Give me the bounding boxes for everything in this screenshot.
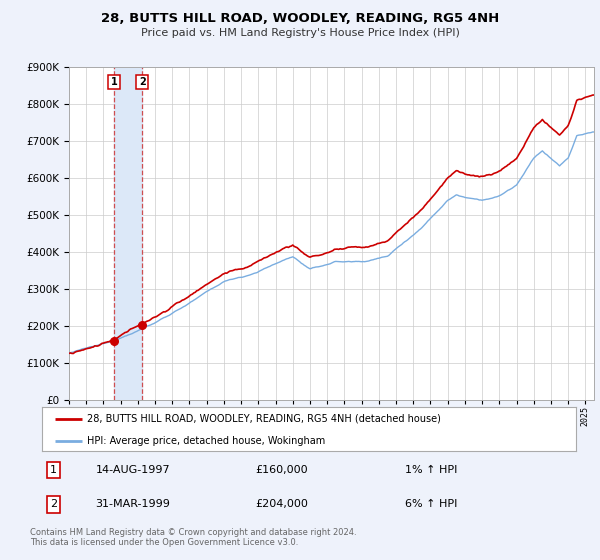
28, BUTTS HILL ROAD, WOODLEY, READING, RG5 4NH (detached house) [143, 318, 150, 325]
Text: 2: 2 [139, 77, 146, 87]
Text: 1: 1 [111, 77, 118, 87]
Text: 14-AUG-1997: 14-AUG-1997 [95, 465, 170, 475]
28, BUTTS HILL ROAD, WOODLEY, READING, RG5 4NH (detached house) [590, 92, 598, 99]
HPI: Average price, detached house, Wokingham: (2.03e+03, 7.25e+05): Average price, detached house, Wokingham… [592, 129, 599, 136]
28, BUTTS HILL ROAD, WOODLEY, READING, RG5 4NH (detached house) [494, 169, 502, 175]
28, BUTTS HILL ROAD, WOODLEY, READING, RG5 4NH (detached house) [106, 338, 113, 345]
HPI: Average price, detached house, Wokingham: (2.02e+03, 4.63e+05): Average price, detached house, Wokingham… [417, 226, 424, 232]
Text: 6% ↑ HPI: 6% ↑ HPI [405, 500, 457, 510]
Text: Price paid vs. HM Land Registry's House Price Index (HPI): Price paid vs. HM Land Registry's House … [140, 28, 460, 38]
28, BUTTS HILL ROAD, WOODLEY, READING, RG5 4NH (detached house) [95, 342, 103, 349]
28, BUTTS HILL ROAD, WOODLEY, READING, RG5 4NH (detached house) [70, 350, 77, 357]
Text: This data is licensed under the Open Government Licence v3.0.: This data is licensed under the Open Gov… [30, 538, 298, 547]
28, BUTTS HILL ROAD, WOODLEY, READING, RG5 4NH (detached house) [215, 274, 222, 281]
HPI: Average price, detached house, Wokingham: (2.03e+03, 7.25e+05): Average price, detached house, Wokingham… [590, 129, 598, 136]
Text: 1% ↑ HPI: 1% ↑ HPI [405, 465, 457, 475]
HPI: Average price, detached house, Wokingham: (2e+03, 1.49e+05): Average price, detached house, Wokingham… [94, 342, 101, 349]
Text: 1: 1 [50, 465, 57, 475]
28, BUTTS HILL ROAD, WOODLEY, READING, RG5 4NH (detached house) [592, 92, 599, 99]
28, BUTTS HILL ROAD, WOODLEY, READING, RG5 4NH (detached house) [418, 206, 425, 213]
Text: HPI: Average price, detached house, Wokingham: HPI: Average price, detached house, Woki… [88, 436, 326, 446]
HPI: Average price, detached house, Wokingham: (2e+03, 3.09e+05): Average price, detached house, Wokingham… [213, 283, 220, 290]
Text: 2: 2 [50, 500, 58, 510]
28, BUTTS HILL ROAD, WOODLEY, READING, RG5 4NH (detached house) [65, 350, 73, 357]
Bar [114, 67, 142, 400]
Line: HPI: Average price, detached house, Wokingham: HPI: Average price, detached house, Woki… [69, 132, 595, 353]
Text: £204,000: £204,000 [256, 500, 308, 510]
Line: 28, BUTTS HILL ROAD, WOODLEY, READING, RG5 4NH (detached house): 28, BUTTS HILL ROAD, WOODLEY, READING, R… [69, 95, 595, 353]
HPI: Average price, detached house, Wokingham: (2e+03, 1.98e+05): Average price, detached house, Wokingham… [142, 324, 149, 330]
HPI: Average price, detached house, Wokingham: (2e+03, 1.28e+05): Average price, detached house, Wokingham… [65, 349, 73, 356]
Text: £160,000: £160,000 [256, 465, 308, 475]
Text: Contains HM Land Registry data © Crown copyright and database right 2024.: Contains HM Land Registry data © Crown c… [30, 528, 356, 536]
Text: 28, BUTTS HILL ROAD, WOODLEY, READING, RG5 4NH (detached house): 28, BUTTS HILL ROAD, WOODLEY, READING, R… [88, 414, 441, 424]
Text: 28, BUTTS HILL ROAD, WOODLEY, READING, RG5 4NH: 28, BUTTS HILL ROAD, WOODLEY, READING, R… [101, 12, 499, 25]
Text: 31-MAR-1999: 31-MAR-1999 [95, 500, 170, 510]
HPI: Average price, detached house, Wokingham: (2e+03, 1.57e+05): Average price, detached house, Wokingham… [104, 339, 112, 346]
HPI: Average price, detached house, Wokingham: (2.02e+03, 5.5e+05): Average price, detached house, Wokingham… [493, 194, 500, 200]
